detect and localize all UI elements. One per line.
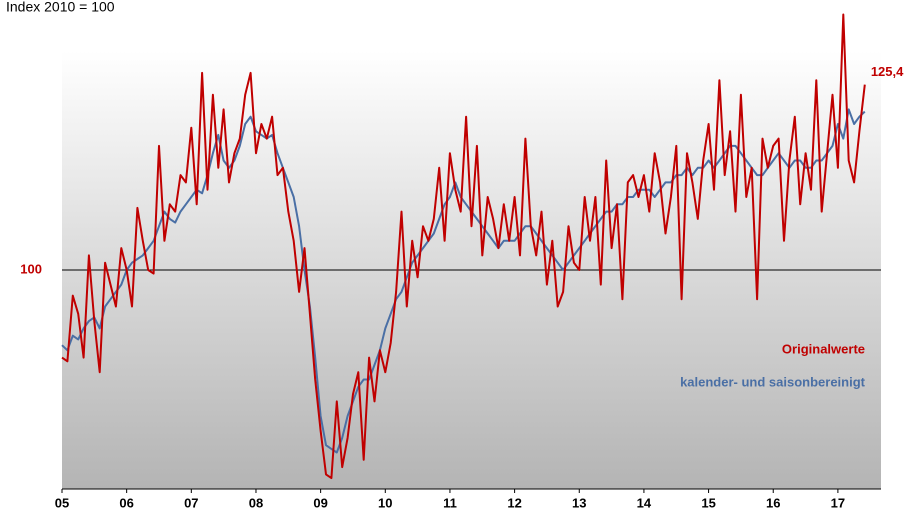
x-tick-label: 06 bbox=[119, 495, 133, 510]
x-tick-label: 14 bbox=[637, 495, 652, 510]
x-tick-label: 15 bbox=[701, 495, 715, 510]
value-label: 125,4 bbox=[871, 64, 904, 79]
x-tick-label: 05 bbox=[55, 495, 69, 510]
x-tick-label: 11 bbox=[443, 495, 457, 510]
series-line bbox=[61, 13, 866, 480]
x-tick-label: 12 bbox=[507, 495, 521, 510]
x-tick-label: 09 bbox=[313, 495, 327, 510]
x-tick-label: 16 bbox=[766, 495, 780, 510]
chart-title: Index 2010 = 100 bbox=[6, 0, 115, 15]
y-tick-label: 100 bbox=[20, 261, 42, 276]
legend-label: kalender- und saisonbereinigt bbox=[680, 374, 866, 389]
x-tick-label: 13 bbox=[572, 495, 586, 510]
legend-label: Originalwerte bbox=[782, 341, 865, 356]
x-tick-label: 10 bbox=[378, 495, 392, 510]
x-tick-label: 08 bbox=[249, 495, 263, 510]
x-tick-label: 07 bbox=[184, 495, 198, 510]
x-tick-label: 17 bbox=[831, 495, 845, 510]
